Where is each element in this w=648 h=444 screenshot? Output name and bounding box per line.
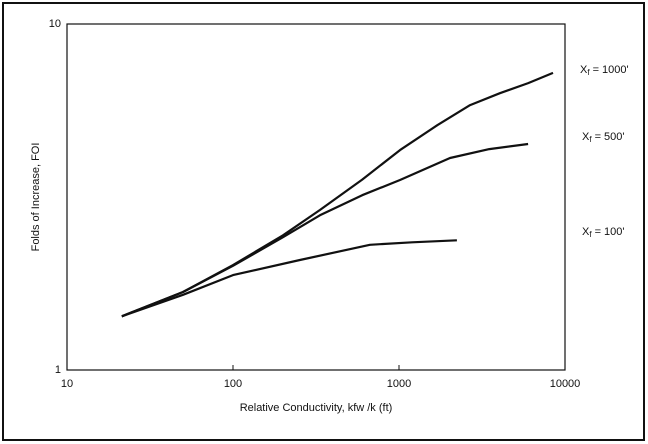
label-symbol: X — [580, 64, 588, 76]
x-tick-label: 10000 — [550, 378, 581, 390]
y-axis-label: Folds of Increase, FOI — [30, 143, 42, 252]
x-axis-label: Relative Conductivity, kfw /k (ft) — [240, 402, 393, 414]
series-label: Xf = 100' — [582, 226, 625, 239]
label-symbol: X — [582, 131, 590, 143]
label-text: = 1000' — [593, 64, 629, 76]
series-label: Xf = 500' — [582, 131, 625, 144]
x-tick-label: 10 — [61, 378, 73, 390]
label-subscript: f — [587, 68, 590, 77]
x-tick-label: 1000 — [387, 378, 411, 390]
label-text: = 100' — [595, 226, 625, 238]
label-subscript: f — [589, 135, 592, 144]
line — [121, 239, 457, 318]
label-subscript: f — [589, 230, 592, 239]
y-tick-label: 10 — [49, 18, 61, 30]
label-text: = 500' — [595, 131, 625, 143]
y-tick-label: 1 — [55, 364, 61, 376]
line — [121, 142, 529, 318]
plot-area — [66, 23, 566, 371]
label-symbol: X — [582, 226, 590, 238]
series-label: Xf = 1000' — [580, 64, 629, 77]
x-tick-label: 100 — [224, 378, 242, 390]
